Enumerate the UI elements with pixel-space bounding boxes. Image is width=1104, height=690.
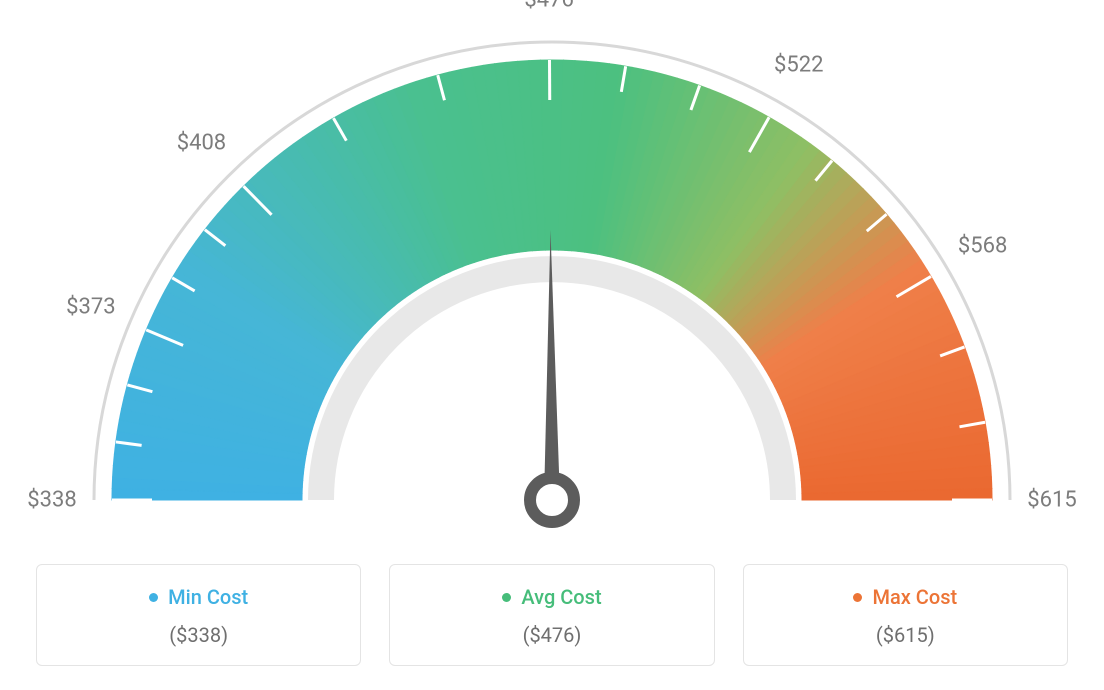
tick-label: $408: [177, 131, 226, 156]
legend-title: Min Cost: [149, 585, 248, 609]
legend-title: Avg Cost: [502, 585, 601, 609]
tick-label: $568: [958, 233, 1007, 258]
legend-card-max: Max Cost ($615): [743, 564, 1068, 666]
legend-row: Min Cost ($338) Avg Cost ($476) Max Cost ($61…: [36, 564, 1068, 666]
gauge-chart: $338 $373 $408 $476 $522 $568 $615: [0, 0, 1104, 560]
legend-dot-icon: [149, 593, 158, 602]
tick-label: $338: [27, 488, 76, 513]
legend-value: ($338): [47, 623, 350, 647]
legend-title: Max Cost: [853, 585, 957, 609]
legend-dot-icon: [502, 593, 511, 602]
gauge-svg: [0, 0, 1104, 560]
needle-hub: [530, 478, 574, 522]
tick-label: $615: [1027, 488, 1076, 513]
legend-value: ($476): [400, 623, 703, 647]
tick-label: $522: [774, 53, 823, 78]
legend-label: Avg Cost: [521, 585, 601, 609]
legend-dot-icon: [853, 593, 862, 602]
legend-value: ($615): [754, 623, 1057, 647]
legend-card-min: Min Cost ($338): [36, 564, 361, 666]
legend-card-avg: Avg Cost ($476): [389, 564, 714, 666]
legend-label: Max Cost: [872, 585, 957, 609]
tick-label: $476: [524, 0, 573, 13]
tick-label: $373: [66, 294, 115, 319]
legend-label: Min Cost: [168, 585, 248, 609]
